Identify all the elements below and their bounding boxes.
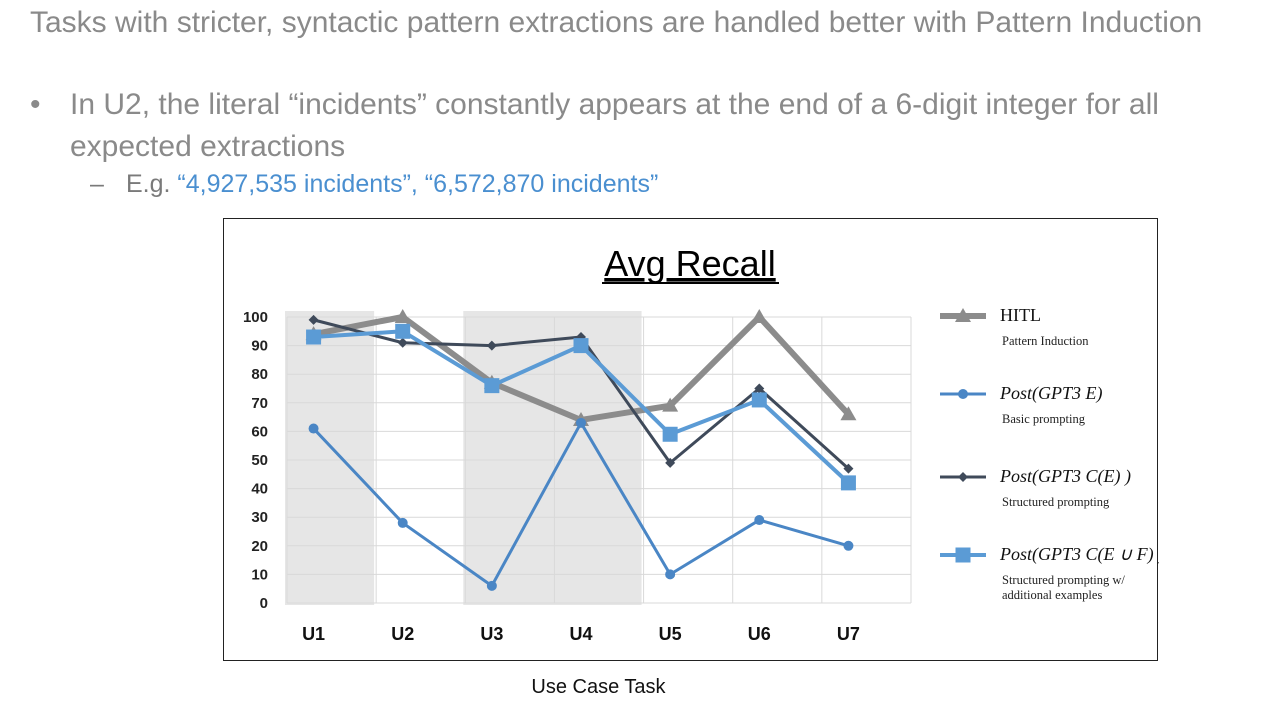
data-point-triangle-u6 bbox=[751, 309, 768, 323]
x-tick-label-u3: U3 bbox=[480, 624, 503, 644]
x-tick-label-u4: U4 bbox=[569, 624, 592, 644]
data-point-square-u4 bbox=[573, 338, 589, 354]
data-point-triangle-u5 bbox=[662, 397, 679, 412]
sub-bullet-example: “4,927,535 incidents”, “6,572,870 incide… bbox=[177, 170, 659, 198]
shaded-band bbox=[285, 311, 375, 605]
y-tick-label: 100 bbox=[243, 309, 268, 326]
sub-bullet-dash: – bbox=[90, 170, 104, 198]
legend-swatch-marker bbox=[958, 472, 968, 482]
legend-swatch-marker bbox=[955, 308, 971, 322]
data-point-square-u1 bbox=[306, 329, 322, 345]
chart-frame: 0 10 20 30 40 50 60 70 80 90 100 U1 U2 U3 U4 U5 U6 U7 HI… bbox=[223, 218, 1159, 661]
y-tick-label: 70 bbox=[251, 395, 268, 412]
y-tick-label: 30 bbox=[251, 509, 268, 526]
shaded-band bbox=[463, 311, 642, 605]
data-point-diamond-u7 bbox=[843, 463, 854, 474]
data-point-square-u5 bbox=[662, 426, 678, 442]
data-point-diamond-u6 bbox=[754, 383, 765, 394]
legend-swatch-marker bbox=[958, 389, 968, 399]
data-point-square-u3 bbox=[484, 378, 500, 394]
slide-heading: Tasks with stricter, syntactic pattern e… bbox=[30, 6, 1203, 39]
y-tick-label: 0 bbox=[260, 595, 268, 612]
y-tick-label: 90 bbox=[251, 338, 268, 355]
y-tick-label: 60 bbox=[251, 423, 268, 440]
x-axis-caption: Use Case Task bbox=[531, 676, 666, 698]
legend-series-sublabel: Pattern Induction bbox=[1002, 334, 1089, 348]
y-tick-label: 50 bbox=[251, 452, 268, 469]
bullet-marker: • bbox=[30, 88, 41, 121]
legend-entry-triangle: HITL Pattern Induction bbox=[940, 305, 1089, 348]
avg-recall-chart: 0 10 20 30 40 50 60 70 80 90 100 U1 U2 U3 U4 U5 U6 U7 HI… bbox=[243, 243, 1159, 644]
data-point-circle-u2 bbox=[397, 517, 408, 528]
legend-series-sublabel: Structured prompting bbox=[1002, 495, 1110, 509]
data-point-diamond-u1 bbox=[308, 314, 319, 325]
legend-series-name: HITL bbox=[1000, 305, 1041, 325]
data-point-triangle-u7 bbox=[840, 406, 857, 421]
y-tick-label: 20 bbox=[251, 538, 268, 555]
legend-series-name: Post(GPT3 C(E) ) bbox=[999, 466, 1131, 487]
data-point-diamond-u2 bbox=[397, 337, 408, 348]
data-point-triangle-u2 bbox=[394, 309, 411, 323]
legend-swatch-marker bbox=[955, 547, 971, 563]
series-square bbox=[306, 323, 856, 491]
series-diamond bbox=[308, 314, 854, 474]
legend-series-name: Post(GPT3 C(E ∪ F) ) bbox=[999, 544, 1159, 565]
x-tick-label-u7: U7 bbox=[837, 624, 860, 644]
x-tick-label-u5: U5 bbox=[659, 624, 682, 644]
series-circle bbox=[308, 417, 854, 591]
data-point-circle-u5 bbox=[665, 569, 676, 580]
data-point-circle-u4 bbox=[576, 417, 586, 428]
legend-series-sublabel: Basic prompting bbox=[1002, 412, 1086, 426]
sub-bullet-text: E.g. “4,927,535 incidents”, “6,572,870 i… bbox=[126, 168, 658, 200]
data-point-square-u6 bbox=[751, 392, 767, 408]
legend-entry-square: Post(GPT3 C(E ∪ F) ) Structured prompting… bbox=[940, 544, 1159, 602]
data-point-diamond-u5 bbox=[665, 457, 676, 468]
legend-entry-diamond: Post(GPT3 C(E) ) Structured prompting bbox=[940, 466, 1131, 509]
legend-series-sublabel: Structured prompting w/additional exampl… bbox=[1002, 573, 1125, 602]
y-tick-label: 10 bbox=[251, 566, 268, 583]
bullet-text: In U2, the literal “incidents” constantl… bbox=[70, 88, 1159, 163]
sub-bullet-prefix: E.g. bbox=[126, 170, 178, 198]
legend-entry-circle: Post(GPT3 E) Basic prompting bbox=[940, 383, 1103, 426]
data-point-circle-u1 bbox=[308, 423, 319, 434]
legend-series-name: Post(GPT3 E) bbox=[999, 383, 1103, 404]
y-tick-label: 40 bbox=[251, 481, 268, 498]
data-point-square-u2 bbox=[395, 323, 411, 339]
data-point-diamond-u3 bbox=[486, 340, 497, 351]
data-point-circle-u3 bbox=[486, 580, 497, 591]
data-point-square-u7 bbox=[840, 475, 856, 491]
chart-title: Avg Recall bbox=[604, 243, 775, 284]
data-point-circle-u6 bbox=[754, 515, 765, 526]
x-tick-label-u1: U1 bbox=[302, 624, 325, 644]
x-tick-label-u2: U2 bbox=[391, 624, 414, 644]
data-point-circle-u7 bbox=[843, 540, 854, 551]
y-tick-label: 80 bbox=[251, 366, 268, 383]
x-tick-label-u6: U6 bbox=[748, 624, 771, 644]
